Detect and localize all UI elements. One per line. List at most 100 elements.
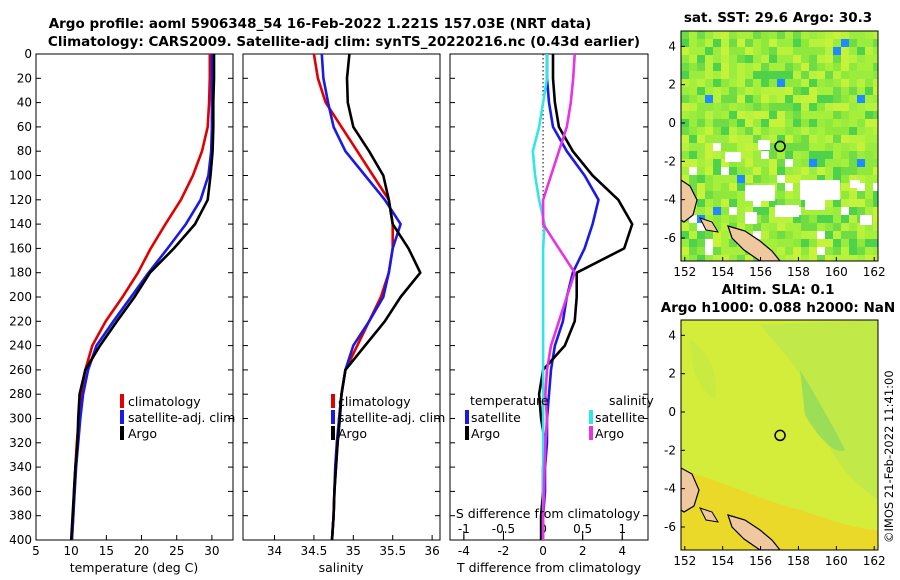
map-x-tick-label: 152 [673, 554, 696, 568]
sst-cell [841, 47, 849, 55]
sst-cell [721, 143, 729, 151]
sst-cell [801, 127, 809, 135]
sst-cell [841, 151, 849, 159]
sst-cell [689, 47, 697, 55]
sst-cell [841, 71, 849, 79]
sst-cell [801, 63, 809, 71]
sst-cell [817, 55, 825, 63]
sst-cell [705, 111, 713, 119]
sst-cell [785, 119, 793, 127]
sst-cell [689, 127, 697, 135]
sst-cell [761, 87, 769, 95]
sst-cell [713, 175, 721, 183]
sst-cell [841, 95, 849, 103]
sst-cell [729, 175, 737, 183]
sst-cell [793, 183, 801, 191]
sst-cell [873, 135, 878, 143]
sst-cell [761, 167, 769, 175]
sst-cell [745, 223, 753, 231]
salinity-axes-box [242, 53, 441, 541]
sst-cell [777, 47, 785, 55]
sst-cell [785, 143, 793, 151]
sst-cell [785, 151, 793, 159]
sst-cell [697, 103, 705, 111]
sst-cell [729, 183, 737, 191]
sst-cell [857, 247, 865, 255]
x-tick-label: -2 [497, 544, 509, 558]
sst-cell [841, 223, 849, 231]
sst-cell [825, 175, 833, 183]
sst-cell [825, 103, 833, 111]
sst-land [681, 179, 781, 261]
sst-cell [777, 223, 785, 231]
sst-cell [721, 183, 729, 191]
sst-cell [801, 151, 809, 159]
sst-cell [865, 79, 873, 87]
sst-cell [681, 151, 689, 159]
sst-cell [713, 223, 721, 231]
sst-cell [817, 255, 825, 261]
sst-cell [841, 231, 849, 239]
sst-cell [737, 207, 745, 215]
sst-cell [873, 247, 878, 255]
y-tick-label: 360 [9, 484, 32, 498]
map-x-tick-label: 160 [825, 554, 848, 568]
sst-cell [689, 39, 697, 47]
sst-cell [729, 191, 737, 199]
sst-cell [841, 239, 849, 247]
sst-cell [721, 39, 729, 47]
sst-cell [753, 127, 761, 135]
sst-cell [705, 151, 713, 159]
sst-cell [713, 151, 721, 159]
sst-cell [857, 167, 865, 175]
sst-cell [745, 31, 753, 39]
sst-cell [817, 247, 825, 255]
sst-cell [737, 127, 745, 135]
x-tick-label: 30 [204, 544, 219, 558]
sst-cell [801, 135, 809, 143]
difference-x-label: T difference from climatology [456, 560, 642, 575]
sla-map-panel: Altim. SLA: 0.1 Argo h1000: 0.088 h2000:… [661, 282, 895, 568]
sst-cell [809, 119, 817, 127]
sst-cell [713, 215, 721, 223]
sst-cell [713, 119, 721, 127]
sst-cell [721, 31, 729, 39]
sst-cell [865, 31, 873, 39]
sst-cell [857, 175, 865, 183]
legend-swatch-t-argo [465, 426, 469, 440]
y-tick-label: 140 [9, 217, 32, 231]
sst-cell [793, 151, 801, 159]
sst-cell [825, 63, 833, 71]
sst-cell [865, 159, 873, 167]
sst-cell [705, 47, 713, 55]
x-tick-label: 20 [134, 544, 149, 558]
legend-swatch-t-satellite [465, 410, 469, 424]
sst-cell [817, 215, 825, 223]
sst-cell [689, 63, 697, 71]
sst-cell [817, 79, 825, 87]
difference-axes-box [449, 53, 649, 541]
sst-cell [793, 79, 801, 87]
sst-cell [857, 55, 865, 63]
sst-cell [785, 255, 793, 261]
sst-cell [729, 79, 737, 87]
sst-cell [745, 127, 753, 135]
map-x-tick-label: 162 [863, 265, 886, 279]
sst-cell [793, 239, 801, 247]
sst-cell [817, 159, 825, 167]
sst-cell [689, 151, 697, 159]
sst-cell [777, 95, 785, 103]
sst-cell [865, 239, 873, 247]
sst-cell [825, 151, 833, 159]
sst-cell [809, 31, 817, 39]
sst-cell [873, 167, 878, 175]
sst-cell [841, 63, 849, 71]
sst-cell [817, 207, 825, 215]
sst-cell [801, 111, 809, 119]
sst-cell [713, 255, 721, 261]
sst-cell [809, 239, 817, 247]
sst-cell [681, 79, 689, 87]
sst-cell [705, 119, 713, 127]
sst-cell [793, 31, 801, 39]
sst-cell [705, 95, 713, 103]
